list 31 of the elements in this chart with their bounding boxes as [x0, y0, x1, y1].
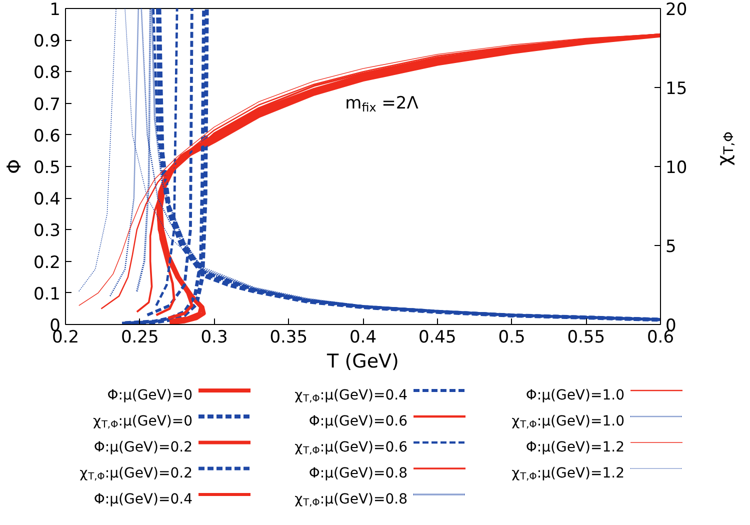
x-axis-title: T (GeV): [326, 350, 399, 372]
y-tick-label: 0.2: [33, 252, 61, 273]
y-tick-label: 1: [50, 0, 61, 20]
x-tick-label: 0.4: [349, 328, 377, 348]
y-axis-title: Φ: [3, 159, 26, 174]
legend-label: Φ:μ(GeV)=0.6: [308, 414, 408, 430]
x-tick-label: 0.25: [120, 328, 159, 348]
y-tick-label: 0.1: [33, 284, 61, 304]
y2-axis-title: χT,Φ: [714, 132, 737, 166]
x-tick-label: 0.5: [498, 328, 526, 348]
y-tick-label: 0.9: [33, 32, 61, 52]
x-tick-label: 0.55: [567, 328, 606, 348]
x-tick-label: 0.3: [200, 328, 228, 348]
y2-tick-label: 10: [666, 158, 688, 178]
y2-tick-label: 20: [666, 0, 688, 20]
y-tick-label: 0.3: [33, 221, 61, 242]
legend-label: Φ:μ(GeV)=1.0: [526, 388, 624, 404]
legend-label: Φ:μ(GeV)=0: [107, 388, 192, 404]
legend-label: Φ:μ(GeV)=0.4: [94, 492, 193, 508]
legend-label: Φ:μ(GeV)=0.2: [94, 440, 192, 456]
y-tick-label: 0.5: [33, 158, 61, 178]
x-tick-label: 0.45: [418, 328, 456, 348]
y-tick-label: 0.4: [33, 190, 61, 210]
y-tick-label: 0.6: [33, 126, 61, 146]
x-tick-label: 0.35: [270, 328, 308, 348]
y2-tick-label: 15: [666, 79, 688, 99]
y-tick-label: 0.7: [33, 94, 61, 115]
y-tick-label: 0.8: [33, 63, 61, 84]
y2-tick-label: 5: [666, 237, 676, 257]
legend-label: Φ:μ(GeV)=0.8: [308, 466, 408, 482]
legend-label: Φ:μ(GeV)=1.2: [526, 440, 624, 456]
